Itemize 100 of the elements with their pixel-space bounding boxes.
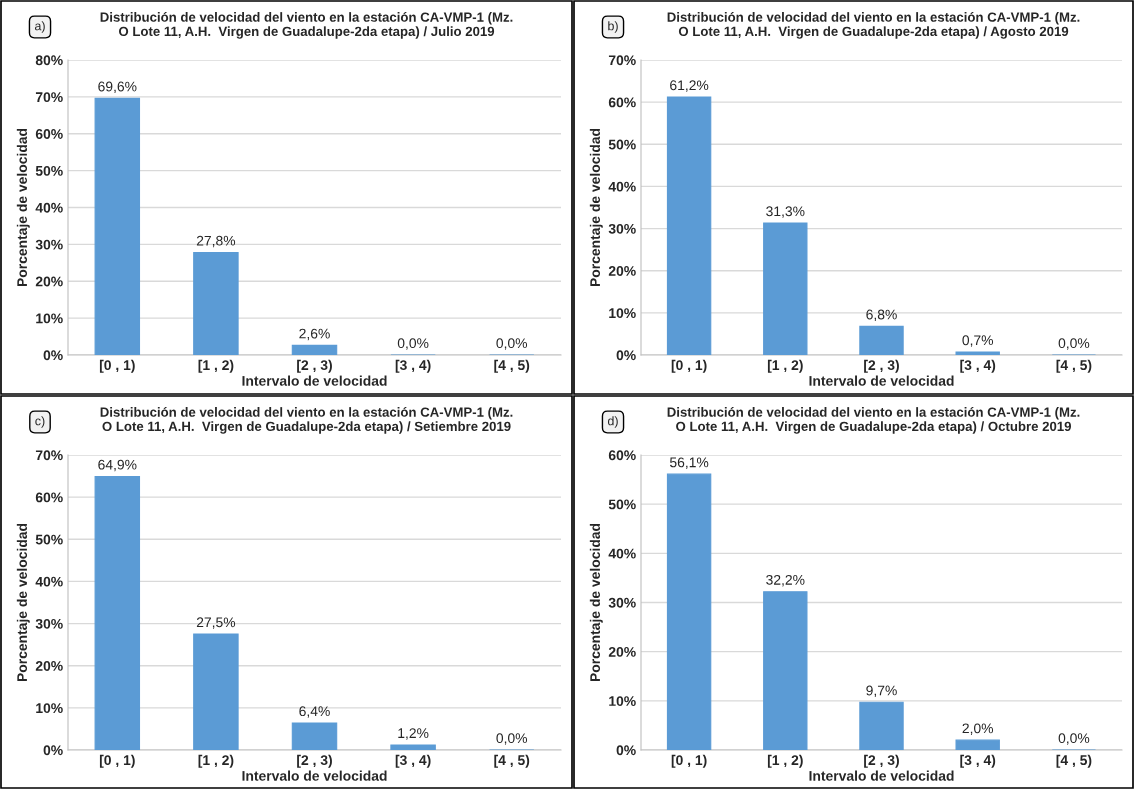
bar xyxy=(763,222,808,355)
text: b) xyxy=(608,21,618,33)
x-axis-title: Intervalo de velocidad xyxy=(809,770,954,781)
data-label: 6,4% xyxy=(299,706,330,718)
y-tick-label: 40% xyxy=(35,576,63,587)
y-tick-label: 0% xyxy=(616,350,636,361)
bar xyxy=(666,96,712,355)
y-tick-label: 50% xyxy=(608,499,636,510)
bar xyxy=(859,701,904,750)
y-tick-label: 40% xyxy=(608,548,636,559)
y-tick-label: 80% xyxy=(35,55,63,66)
y-tick-label: 20% xyxy=(608,647,636,657)
data-label: 61,2% xyxy=(670,80,709,92)
y-tick-label: 20% xyxy=(35,661,63,671)
data-label: 69,6% xyxy=(98,81,137,94)
x-tick-label: [4 , 5) xyxy=(494,359,530,373)
x-tick-label: [3 , 4) xyxy=(395,754,431,768)
y-axis-title: Porcentaje de velocidad xyxy=(16,523,30,682)
y-tick-label: 20% xyxy=(608,266,636,276)
data-label: 32,2% xyxy=(766,574,805,587)
y-axis-title: Porcentaje de velocidad xyxy=(589,128,603,287)
x-tick-label: [1 , 2) xyxy=(198,359,234,373)
bar xyxy=(94,97,141,355)
data-label: 2,0% xyxy=(962,723,994,735)
y-tick-label: 10% xyxy=(609,308,636,319)
y-tick-label: 50% xyxy=(35,165,63,176)
y-tick-label: 40% xyxy=(35,202,63,213)
chart-title: Distribución de velocidad del viento en la estación CA-VMP-1 (Mz. O Lote 11, A.H. Virgen de Guadalupe-2da etapa) / Octubre 2019 xyxy=(667,407,1080,434)
y-tick-label: 70% xyxy=(35,450,63,461)
data-label: 31,3% xyxy=(766,206,805,218)
y-tick-label: 20% xyxy=(35,276,63,287)
y-tick-label: 30% xyxy=(608,223,636,234)
text: d) xyxy=(607,416,618,428)
bar xyxy=(291,722,338,750)
chart-title: Distribución de velocidad del viento en la estación CA-VMP-1 (Mz. O Lote 11, A.H. Virgen de Guadalupe-2da etapa) / Agosto 2019 xyxy=(667,12,1080,39)
text: a) xyxy=(34,21,45,33)
y-tick-label: 70% xyxy=(608,55,636,66)
bar xyxy=(291,344,338,355)
x-tick-label: [1 , 2) xyxy=(767,359,803,373)
x-tick-label: [1 , 2) xyxy=(198,754,234,768)
x-tick-label: [4 , 5) xyxy=(1056,359,1092,373)
data-label: 0,7% xyxy=(962,335,994,347)
y-axis-title: Porcentaje de velocidad xyxy=(16,128,30,287)
y-tick-label: 10% xyxy=(609,696,636,706)
bar xyxy=(390,744,436,750)
data-label: 0,0% xyxy=(496,338,528,350)
x-tick-label: [2 , 3) xyxy=(297,754,332,768)
y-tick-label: 30% xyxy=(35,618,63,629)
y-tick-label: 70% xyxy=(35,92,63,103)
x-tick-label: [4 , 5) xyxy=(1056,754,1092,768)
x-tick-label: [0 , 1) xyxy=(99,754,135,768)
bar xyxy=(94,475,141,750)
bar xyxy=(955,351,1000,355)
x-axis-title: Intervalo de velocidad xyxy=(242,375,387,386)
text: c) xyxy=(35,416,45,428)
y-axis-title: Porcentaje de velocidad xyxy=(589,523,603,682)
y-tick-label: 0% xyxy=(616,745,636,756)
x-tick-label: [0 , 1) xyxy=(671,359,707,373)
bar xyxy=(955,739,1000,750)
x-tick-label: [0 , 1) xyxy=(671,754,707,768)
y-tick-label: 10% xyxy=(36,313,63,324)
x-tick-label: [3 , 4) xyxy=(395,359,431,373)
y-tick-label: 0% xyxy=(43,745,63,756)
x-axis-title: Intervalo de velocidad xyxy=(809,375,954,386)
data-label: 2,6% xyxy=(299,328,330,341)
x-tick-label: [4 , 5) xyxy=(494,754,530,768)
data-label: 27,5% xyxy=(196,617,236,629)
y-tick-label: 60% xyxy=(35,492,63,503)
y-tick-label: 60% xyxy=(35,129,63,139)
x-tick-label: [3 , 4) xyxy=(960,754,996,768)
x-axis-title: Intervalo de velocidad xyxy=(242,770,387,781)
y-tick-label: 50% xyxy=(608,139,636,150)
bar xyxy=(763,591,808,750)
y-tick-label: 0% xyxy=(43,350,63,361)
data-label: 0,0% xyxy=(397,338,429,350)
data-label: 0,0% xyxy=(1058,733,1090,745)
y-tick-label: 60% xyxy=(608,450,636,461)
x-tick-label: [1 , 2) xyxy=(767,754,803,768)
x-tick-label: [3 , 4) xyxy=(960,359,996,373)
y-tick-label: 40% xyxy=(608,181,636,192)
data-label: 1,2% xyxy=(398,728,429,740)
data-label: 0,0% xyxy=(496,733,528,745)
x-tick-label: [0 , 1) xyxy=(99,359,135,373)
y-tick-label: 30% xyxy=(608,597,636,608)
data-label: 27,8% xyxy=(196,235,236,248)
x-tick-label: [2 , 3) xyxy=(297,359,332,373)
y-tick-label: 60% xyxy=(608,97,636,108)
data-label: 9,7% xyxy=(866,685,897,698)
y-tick-label: 10% xyxy=(36,703,63,714)
chart-title: Distribución de velocidad del viento en la estación CA-VMP-1 (Mz. O Lote 11, A.H. Virgen de Guadalupe-2da etapa) / Setiembre 2019 xyxy=(100,407,513,434)
x-tick-label: [2 , 3) xyxy=(864,359,899,373)
data-label: 64,9% xyxy=(98,459,137,472)
chart-title: Distribución de velocidad del viento en la estación CA-VMP-1 (Mz. O Lote 11, A.H. Virgen de Guadalupe-2da etapa) / Julio 2019 xyxy=(100,12,513,39)
x-tick-label: [2 , 3) xyxy=(864,754,899,768)
bar xyxy=(193,633,239,750)
bar xyxy=(193,251,239,355)
data-label: 6,8% xyxy=(866,309,897,322)
data-label: 0,0% xyxy=(1058,338,1090,350)
data-label: 56,1% xyxy=(669,457,709,469)
bar xyxy=(859,325,904,355)
